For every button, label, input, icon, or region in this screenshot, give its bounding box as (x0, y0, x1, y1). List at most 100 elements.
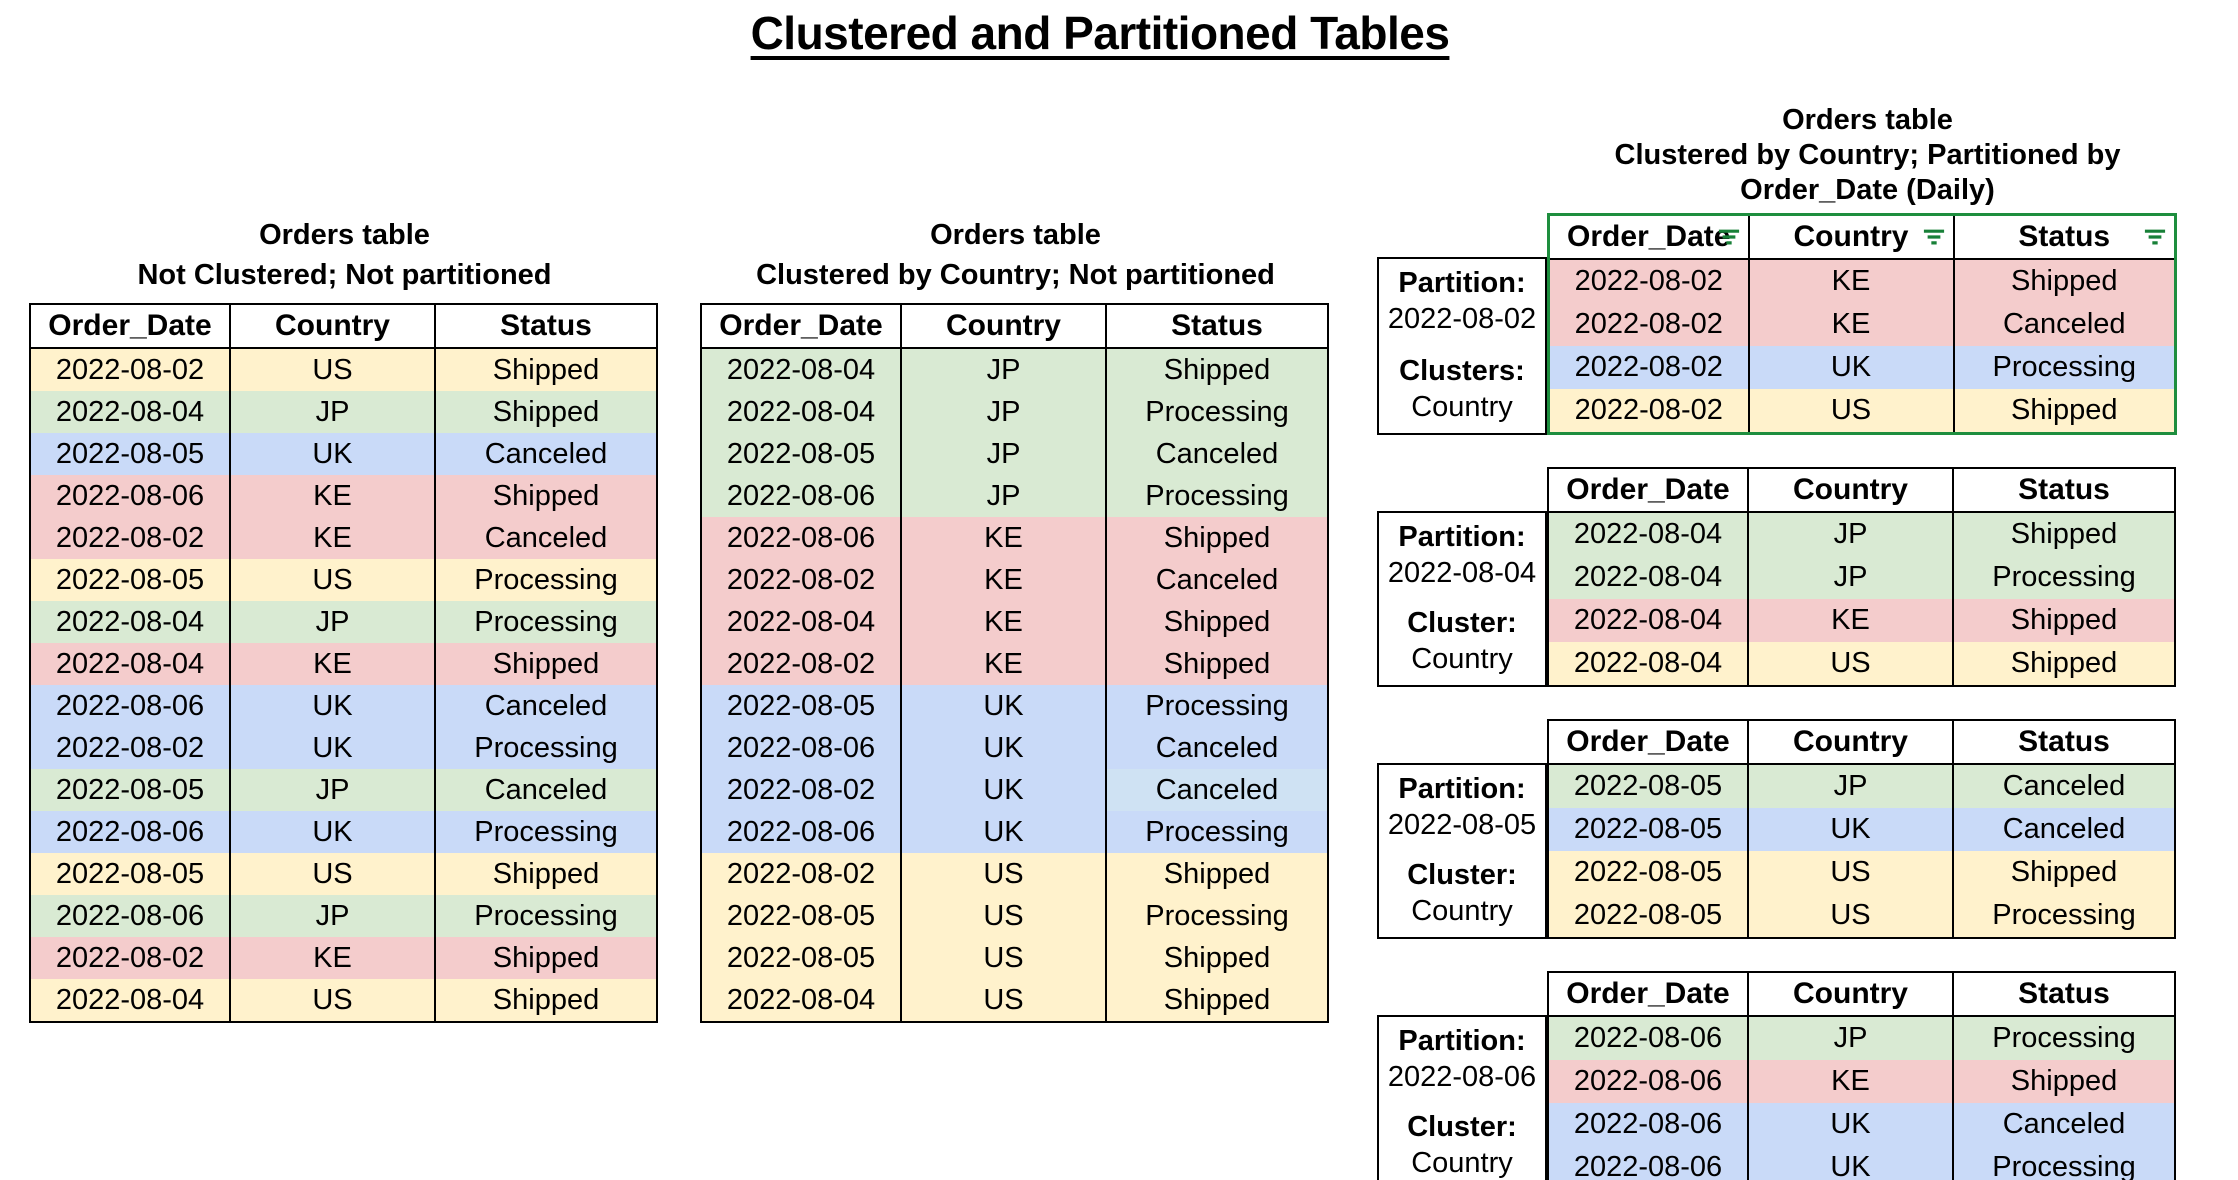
order-date-cell: 2022-08-02 (1547, 389, 1750, 434)
country-cell: US (900, 895, 1107, 937)
column-header-label: Order_Date (1566, 725, 1730, 758)
column-header-label: Country (1793, 977, 1908, 1010)
order-date-cell: 2022-08-06 (29, 475, 231, 517)
partition-key: Partition: 2022-08-06 (1381, 1023, 1543, 1095)
status-cell: Canceled (1105, 559, 1329, 601)
country-cell: KE (900, 559, 1107, 601)
partition-key-label: Partition: (1398, 267, 1526, 299)
country-cell: UK (900, 727, 1107, 769)
country-cell: JP (1747, 556, 1954, 599)
table-row: 2022-08-02 UK Processing (1547, 346, 2177, 389)
order-date-cell: 2022-08-05 (1547, 851, 1749, 894)
cluster-key-label: Cluster: (1407, 607, 1517, 639)
country-cell: JP (229, 769, 436, 811)
country-cell: KE (229, 937, 436, 979)
order-date-cell: 2022-08-06 (700, 727, 902, 769)
country-cell: UK (229, 727, 436, 769)
partition-groups: Partition: 2022-08-02 Clusters: Country Orde… (1377, 213, 2188, 1180)
status-cell: Canceled (434, 517, 658, 559)
table-row: 2022-08-06 UK Processing (1547, 1146, 2176, 1180)
status-cell: Processing (1105, 895, 1329, 937)
status-cell: Processing (1105, 475, 1329, 517)
country-cell: UK (900, 769, 1107, 811)
country-cell: US (900, 979, 1107, 1022)
table-row: 2022-08-02 KE Shipped (1547, 259, 2177, 303)
column-header-label: Order_Date (48, 309, 212, 342)
status-cell: Shipped (1105, 853, 1329, 895)
cluster-key: Cluster: Country (1381, 857, 1543, 929)
order-date-cell: 2022-08-04 (29, 979, 231, 1022)
order-date-cell: 2022-08-02 (700, 769, 902, 811)
order-date-cell: 2022-08-05 (700, 433, 902, 475)
column-header-country: Country (900, 303, 1107, 349)
table-row: 2022-08-04 JP Shipped (1547, 512, 2176, 556)
order-date-cell: 2022-08-04 (1547, 512, 1749, 556)
status-cell: Processing (1952, 556, 2176, 599)
status-cell: Processing (434, 727, 658, 769)
status-cell: Canceled (1105, 433, 1329, 475)
order-date-cell: 2022-08-06 (29, 895, 231, 937)
status-cell: Shipped (434, 391, 658, 433)
table-row: 2022-08-04 JP Processing (700, 391, 1329, 433)
status-cell: Shipped (434, 643, 658, 685)
header-row: Order_Date Country Status (700, 303, 1329, 349)
orders-table-unclustered: Order_Date Country Status 2022-08-02 US Shipp… (29, 303, 660, 1023)
table-row: 2022-08-04 KE Shipped (29, 643, 658, 685)
table-subtitle: Not Clustered; Not partitioned (137, 259, 552, 291)
status-cell: Canceled (1952, 1103, 2176, 1146)
column-header-label: Status (2018, 473, 2110, 506)
table-row: 2022-08-02 KE Canceled (1547, 303, 2177, 346)
status-cell: Shipped (1952, 259, 2177, 303)
table-row: 2022-08-06 KE Shipped (700, 517, 1329, 559)
country-cell: UK (900, 685, 1107, 727)
status-cell: Shipped (434, 475, 658, 517)
table-row: 2022-08-02 KE Canceled (29, 517, 658, 559)
table-row: 2022-08-04 KE Shipped (1547, 599, 2176, 642)
country-cell: KE (229, 517, 436, 559)
cluster-key: Clusters: Country (1381, 353, 1543, 425)
column-header-status: Status (1952, 719, 2176, 765)
status-cell: Shipped (1105, 348, 1329, 391)
order-date-cell: 2022-08-05 (1547, 894, 1749, 938)
order-date-cell: 2022-08-04 (1547, 599, 1749, 642)
table-row: 2022-08-06 UK Canceled (1547, 1103, 2176, 1146)
country-cell: JP (1747, 1016, 1954, 1060)
country-cell: JP (229, 391, 436, 433)
status-cell: Processing (1105, 391, 1329, 433)
country-cell: KE (1747, 259, 1955, 303)
column-header-order-date: Order_Date (29, 303, 231, 349)
country-cell: KE (1747, 599, 1954, 642)
cluster-key-value: Country (1411, 895, 1513, 927)
status-cell: Shipped (434, 348, 658, 391)
table-row: 2022-08-06 KE Shipped (29, 475, 658, 517)
column-header-status: Status (1105, 303, 1329, 349)
order-date-cell: 2022-08-04 (700, 601, 902, 643)
order-date-cell: 2022-08-04 (1547, 642, 1749, 686)
column-header-label: Status (2018, 725, 2110, 758)
column-header-country: Country (1747, 719, 1954, 765)
column-header-label: Status (1171, 309, 1263, 342)
status-cell: Processing (1105, 685, 1329, 727)
table-row: 2022-08-04 JP Processing (1547, 556, 2176, 599)
order-date-cell: 2022-08-04 (1547, 556, 1749, 599)
partition-group-2022-08-04: Partition: 2022-08-04 Cluster: Country Order… (1377, 467, 2188, 687)
partition-key: Partition: 2022-08-04 (1381, 519, 1543, 591)
column-header-status: Status (434, 303, 658, 349)
table-row: 2022-08-04 US Shipped (700, 979, 1329, 1022)
country-cell: US (229, 559, 436, 601)
status-cell: Shipped (1105, 517, 1329, 559)
table-row: 2022-08-04 KE Shipped (700, 601, 1329, 643)
table-row: 2022-08-02 UK Processing (29, 727, 658, 769)
status-cell: Shipped (434, 979, 658, 1022)
status-cell: Processing (1952, 346, 2177, 389)
column-header-label: Country (1793, 473, 1908, 506)
order-date-cell: 2022-08-02 (29, 517, 231, 559)
table-title-line: Orders table (1782, 104, 1953, 136)
column-header-order-date: Order_Date (1547, 213, 1750, 260)
status-cell: Canceled (1105, 727, 1329, 769)
country-cell: US (229, 348, 436, 391)
order-date-cell: 2022-08-05 (1547, 808, 1749, 851)
order-date-cell: 2022-08-05 (700, 937, 902, 979)
table-row: 2022-08-02 KE Shipped (700, 643, 1329, 685)
